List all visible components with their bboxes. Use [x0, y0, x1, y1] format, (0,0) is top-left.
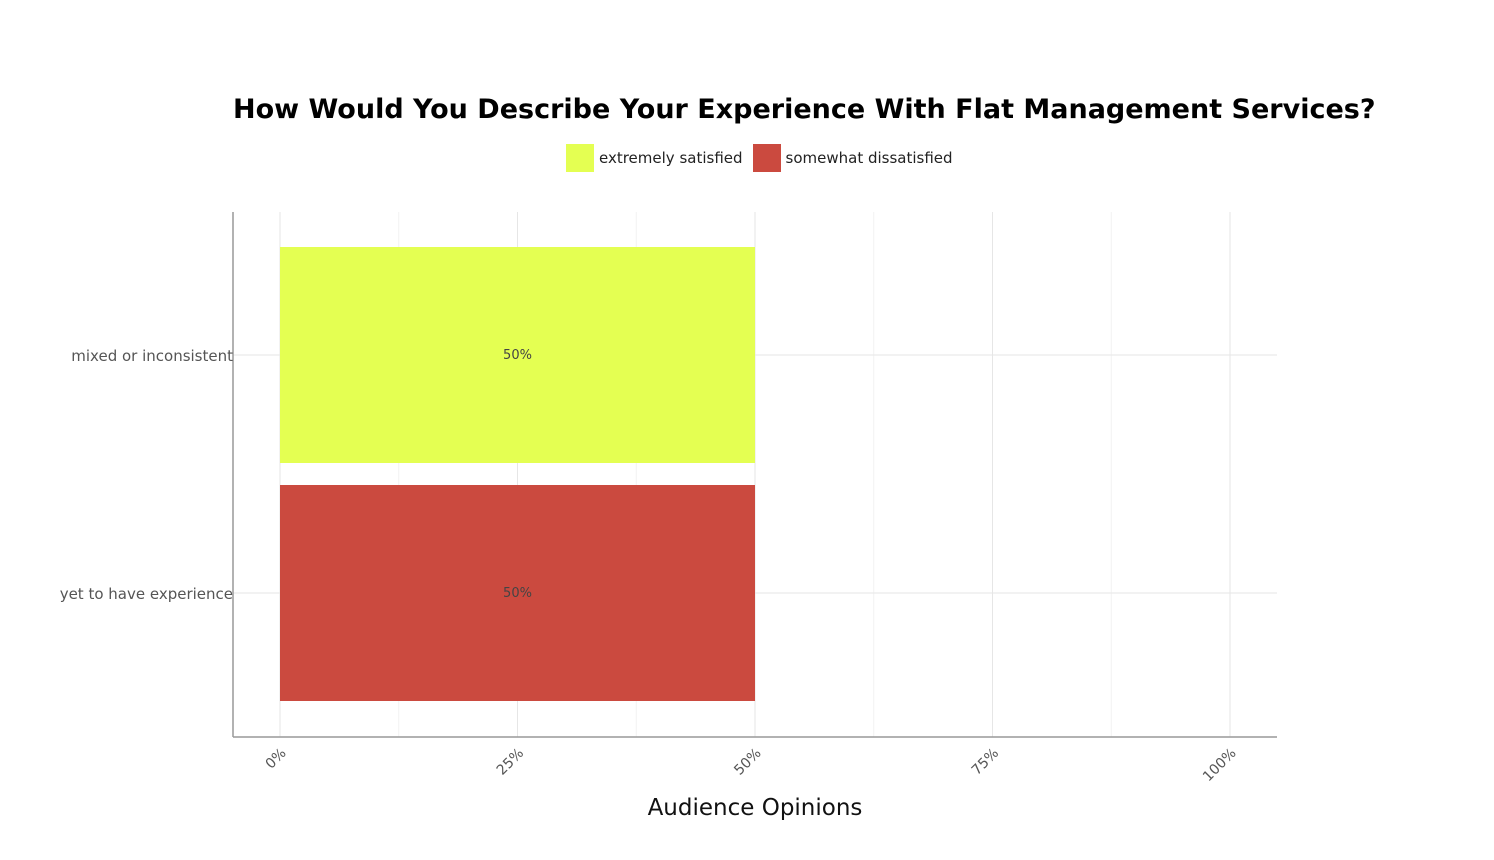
y-tick-label: yet to have experience	[60, 585, 233, 603]
chart-title: How Would You Describe Your Experience W…	[233, 94, 1376, 125]
x-tick-label: 50%	[731, 745, 764, 778]
bar-extremely-satisfied-mixed-or-inconsistent	[280, 247, 755, 463]
data-label: 50%	[503, 348, 532, 363]
legend: extremely satisfied somewhat dissatisfie…	[566, 144, 963, 172]
y-tick-label: mixed or inconsistent	[71, 347, 233, 365]
x-tick-label: 100%	[1200, 745, 1240, 785]
legend-label-extremely-satisfied: extremely satisfied	[599, 149, 743, 167]
x-tick-label: 75%	[969, 745, 1002, 778]
legend-item-somewhat-dissatisfied: somewhat dissatisfied	[752, 144, 953, 172]
legend-swatch-extremely-satisfied	[566, 144, 594, 172]
x-axis-title: Audience Opinions	[647, 795, 863, 821]
data-label: 50%	[503, 586, 532, 601]
bar-somewhat-dissatisfied-yet-to-have-experience	[280, 485, 755, 701]
x-tick-label: 25%	[494, 745, 527, 778]
legend-item-extremely-satisfied: extremely satisfied	[566, 144, 743, 172]
legend-label-somewhat-dissatisfied: somewhat dissatisfied	[785, 149, 953, 167]
legend-swatch-somewhat-dissatisfied	[752, 144, 781, 172]
x-tick-label: 0%	[263, 745, 290, 772]
